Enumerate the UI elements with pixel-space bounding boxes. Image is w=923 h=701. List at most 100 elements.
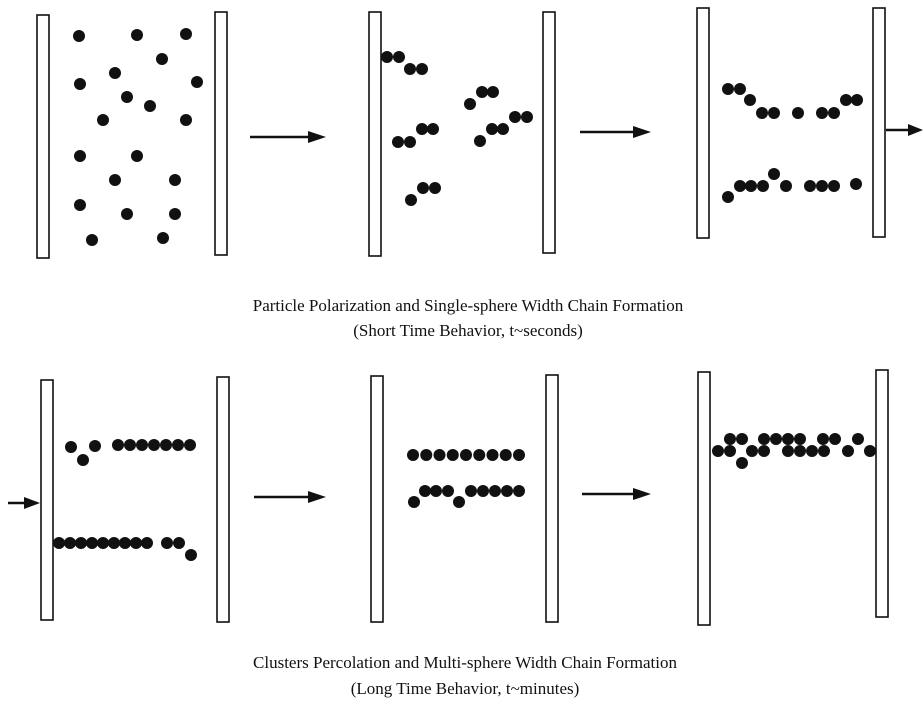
particle [722,191,734,203]
particle [53,537,65,549]
caption-subtitle: (Short Time Behavior, t~seconds) [353,321,583,340]
arrow-head [308,491,326,503]
particle [806,445,818,457]
arrows [8,124,923,509]
particle [404,136,416,148]
particle [156,53,168,65]
particle [476,86,488,98]
particle [97,537,109,549]
particle [433,449,446,461]
electrode [214,11,228,256]
particle [816,180,828,192]
particle [392,136,404,148]
particle [416,123,428,135]
particle [75,537,87,549]
particle [734,83,746,95]
particle [180,114,192,126]
particle [794,445,806,457]
arrow-head [633,126,651,138]
particle [460,449,472,461]
particle [818,445,830,457]
particle [180,28,192,40]
particle [109,174,121,186]
electrode [542,11,556,254]
arrow-head [908,124,923,136]
particle [465,485,477,497]
electrode [368,11,382,257]
particle [393,51,405,63]
particle [65,441,77,453]
particle [513,485,525,497]
particle [141,537,153,549]
particle [144,100,156,112]
particle [724,445,736,457]
particle [73,30,85,42]
particle [746,445,758,457]
particle [768,168,780,180]
arrow-head [308,131,326,143]
particle [464,98,476,110]
particle [169,174,181,186]
particle [148,439,160,451]
particle [724,433,736,445]
particle [131,150,143,162]
particle [489,485,501,497]
particle [77,454,89,466]
particle [86,537,98,549]
particle [817,433,829,445]
particle [501,485,513,497]
particle [828,107,840,119]
electrode [36,14,50,259]
particle [108,537,120,549]
particle [136,439,148,451]
particle [86,234,98,246]
arrow-head [633,488,651,500]
electrode [40,379,54,621]
caption-title: Particle Polarization and Single-sphere … [253,296,684,315]
particle [509,111,521,123]
particle [381,51,393,63]
particle [816,107,828,119]
particle [112,439,124,451]
particle [864,445,876,457]
particle [419,485,431,497]
particle [828,180,840,192]
particle [124,439,136,451]
arrow-head [24,497,40,509]
plates [36,7,889,626]
particle [89,440,101,452]
particle [758,433,770,445]
particle [840,94,852,106]
electrode [370,375,384,623]
particle [453,496,465,508]
particle [474,135,486,147]
particle [109,67,121,79]
particle [782,433,794,445]
particle [404,63,416,75]
particle [794,433,806,445]
particle [513,449,525,461]
particle [173,537,185,549]
particle [97,114,109,126]
particle [74,78,86,90]
electrode [697,371,711,626]
particle [121,208,133,220]
electrode [216,376,230,623]
caption-subtitle: (Long Time Behavior, t~minutes) [351,679,580,698]
particle [417,182,429,194]
particle [804,180,816,192]
particle [442,485,454,497]
electrode [696,7,710,239]
particle [408,496,420,508]
particle [172,439,184,451]
particle [782,445,794,457]
electrode [875,369,889,618]
particle [161,537,173,549]
particle [416,63,428,75]
particle [477,485,489,497]
particle [191,76,203,88]
particle [768,107,780,119]
particle [420,449,433,461]
particle [521,111,533,123]
